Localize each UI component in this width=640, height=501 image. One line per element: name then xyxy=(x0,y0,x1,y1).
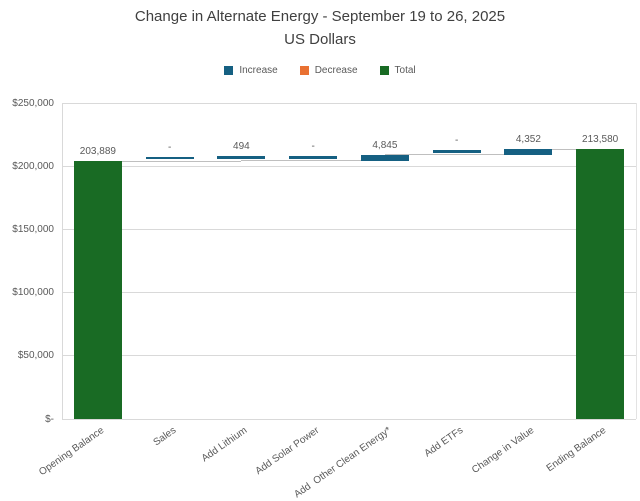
y-axis-tick-label: $100,000 xyxy=(12,287,54,299)
y-axis-tick-label: $50,000 xyxy=(17,350,54,362)
legend-label: Increase xyxy=(239,65,278,76)
y-axis-tick-label: $150,000 xyxy=(12,223,54,235)
gridline xyxy=(62,165,636,167)
waterfall-connector xyxy=(97,160,170,162)
legend-item-decrease[interactable]: Decrease xyxy=(299,65,358,76)
legend-label: Decrease xyxy=(314,65,358,76)
legend-item-increase[interactable]: Increase xyxy=(224,65,278,76)
waterfall-connector xyxy=(313,160,385,162)
waterfall-connector xyxy=(528,148,601,150)
x-axis-label-ending-balance: Ending Balance xyxy=(544,425,609,475)
bar-add-solar-power[interactable] xyxy=(289,156,338,159)
bar-sales[interactable] xyxy=(145,156,194,160)
legend-swatch-increase xyxy=(224,66,234,75)
data-label-change-in-value: 4,352 xyxy=(515,134,541,146)
data-label-add-other-clean-energy: 4,845 xyxy=(372,139,398,151)
waterfall-connector xyxy=(169,160,242,162)
gridline xyxy=(62,102,636,104)
gridline xyxy=(62,292,636,294)
gridline xyxy=(62,355,636,357)
data-label-sales: - xyxy=(167,141,172,153)
data-label-add-solar-power: - xyxy=(311,141,315,153)
waterfall-connector xyxy=(456,154,529,156)
data-label-opening-balance: 203,889 xyxy=(79,146,116,158)
plot-right-border xyxy=(636,103,637,419)
legend-item-total[interactable]: Total xyxy=(379,65,416,76)
chart-title: Change in Alternate Energy - September 1… xyxy=(134,8,506,25)
bar-opening-balance[interactable] xyxy=(73,161,122,419)
y-axis-tick-label: $250,000 xyxy=(12,97,54,109)
bar-change-in-value[interactable] xyxy=(504,149,553,155)
bar-add-lithium[interactable] xyxy=(217,156,266,159)
y-axis-tick-label: $200,000 xyxy=(12,160,54,172)
y-axis-tick-label: $- xyxy=(45,413,54,425)
legend-swatch-total xyxy=(379,66,389,75)
bar-add-other-clean-energy[interactable] xyxy=(360,154,409,161)
waterfall-connector xyxy=(241,160,314,162)
chart-subtitle: US Dollars xyxy=(284,31,356,48)
data-label-add-lithium: 494 xyxy=(233,141,250,153)
bar-add-etfs[interactable] xyxy=(432,150,481,153)
data-label-add-etfs: - xyxy=(454,135,459,147)
chart-legend: Increase Decrease Total xyxy=(0,65,640,76)
gridline xyxy=(62,228,636,230)
data-label-ending-balance: 213,580 xyxy=(582,134,619,146)
y-axis-line xyxy=(62,103,63,419)
waterfall-connector xyxy=(384,154,457,156)
bar-ending-balance[interactable] xyxy=(576,149,625,419)
gridline xyxy=(62,418,636,420)
legend-swatch-decrease xyxy=(299,66,309,75)
legend-label: Total xyxy=(394,65,416,76)
